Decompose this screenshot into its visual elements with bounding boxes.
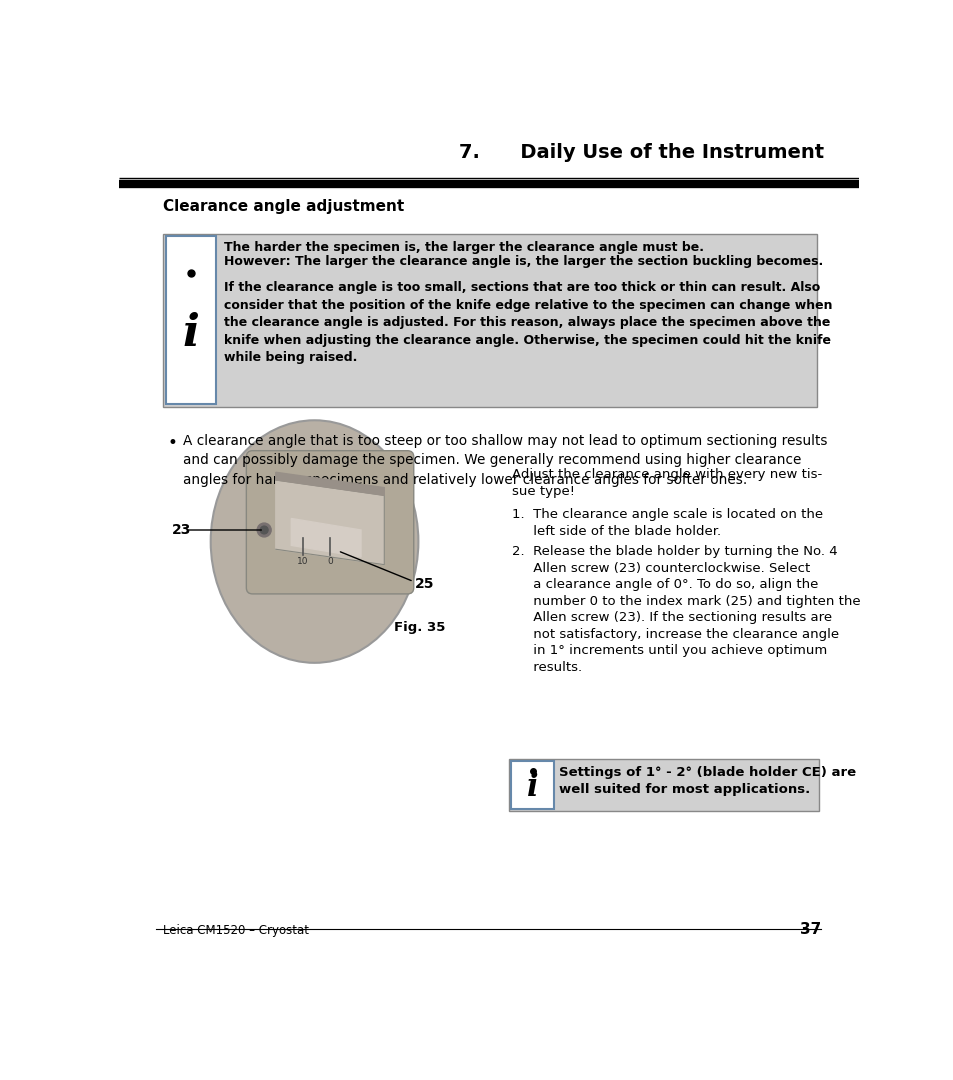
FancyBboxPatch shape [509, 758, 819, 811]
Circle shape [260, 526, 268, 534]
Text: 25: 25 [415, 577, 435, 591]
Text: 1.  The clearance angle scale is located on the
     left side of the blade hold: 1. The clearance angle scale is located … [512, 509, 822, 538]
Text: The harder the specimen is, the larger the clearance angle must be.: The harder the specimen is, the larger t… [224, 241, 703, 254]
Text: Leica CM1520 – Cryostat: Leica CM1520 – Cryostat [163, 923, 309, 936]
FancyBboxPatch shape [166, 235, 216, 405]
Text: 37: 37 [800, 921, 821, 936]
Text: Fig. 35: Fig. 35 [394, 621, 445, 634]
Text: 2.  Release the blade holder by turning the No. 4
     Allen screw (23) counterc: 2. Release the blade holder by turning t… [512, 545, 860, 674]
Text: •: • [167, 434, 176, 451]
Text: A clearance angle that is too steep or too shallow may not lead to optimum secti: A clearance angle that is too steep or t… [183, 434, 826, 487]
Text: 0: 0 [327, 557, 333, 566]
FancyBboxPatch shape [511, 761, 554, 809]
Text: 7.      Daily Use of the Instrument: 7. Daily Use of the Instrument [459, 143, 823, 162]
Polygon shape [275, 480, 384, 565]
Polygon shape [291, 518, 360, 557]
FancyBboxPatch shape [246, 450, 414, 594]
Text: However: The larger the clearance angle is, the larger the section buckling beco: However: The larger the clearance angle … [224, 255, 822, 268]
Text: Adjust the clearance angle with every new tis-
sue type!: Adjust the clearance angle with every ne… [512, 469, 821, 498]
Text: 23: 23 [172, 523, 192, 537]
Circle shape [257, 523, 271, 537]
Text: Clearance angle adjustment: Clearance angle adjustment [163, 199, 404, 214]
Ellipse shape [211, 420, 418, 663]
Text: i: i [526, 772, 537, 802]
FancyBboxPatch shape [163, 233, 816, 407]
Polygon shape [275, 472, 384, 496]
Text: If the clearance angle is too small, sections that are too thick or thin can res: If the clearance angle is too small, sec… [224, 281, 832, 364]
Text: 10: 10 [297, 557, 309, 566]
Text: i: i [182, 312, 199, 355]
Text: Settings of 1° - 2° (blade holder CE) are
well suited for most applications.: Settings of 1° - 2° (blade holder CE) ar… [558, 767, 856, 796]
